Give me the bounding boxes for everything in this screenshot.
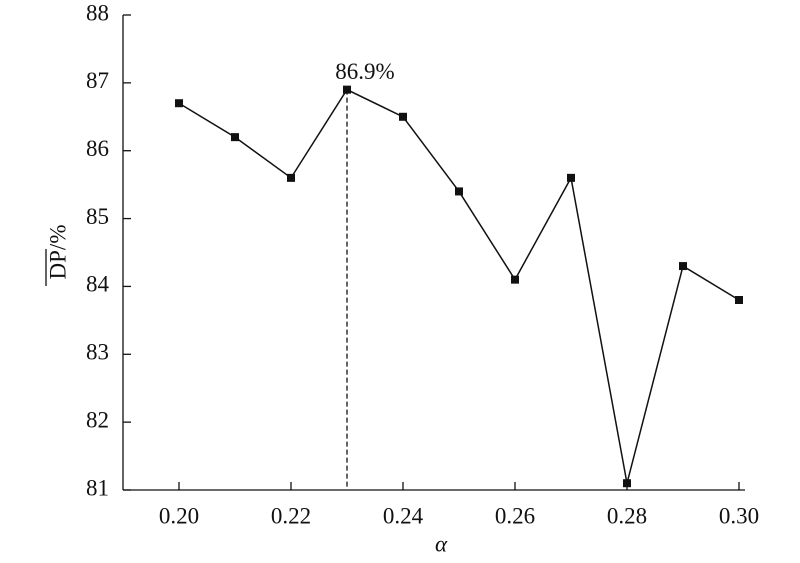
x-tick-label: 0.20 [159, 503, 199, 528]
x-axis-label: α [435, 531, 448, 556]
x-tick-label: 0.30 [719, 503, 759, 528]
y-tick-label: 86 [86, 136, 109, 161]
marker [511, 275, 519, 284]
marker [455, 187, 463, 196]
x-tick-label: 0.24 [383, 503, 424, 528]
y-tick-label: 84 [86, 272, 110, 297]
y-tick-label: 81 [86, 475, 109, 500]
marker [735, 296, 743, 304]
y-tick-label: 87 [86, 68, 109, 93]
marker [399, 112, 407, 121]
line [178, 88, 740, 484]
marker [567, 173, 575, 182]
y-tick-label: 82 [86, 407, 109, 432]
x-tick-label: 0.22 [271, 503, 311, 528]
marker [231, 133, 239, 142]
y-axis-label-group: DP/% [45, 225, 70, 286]
x-tick-label: 0.28 [607, 503, 647, 528]
marker [623, 479, 631, 488]
y-axis-label: DP/% [45, 225, 70, 280]
x-tick-label: 0.26 [495, 503, 535, 528]
y-tick-label: 88 [86, 0, 109, 25]
y-tick-label: 83 [86, 340, 109, 365]
marker [679, 262, 687, 271]
annotation: 86.9% [335, 59, 394, 84]
y-tick-label: 85 [86, 204, 109, 229]
marker [287, 173, 295, 182]
marker [175, 99, 183, 108]
marker [343, 85, 351, 94]
